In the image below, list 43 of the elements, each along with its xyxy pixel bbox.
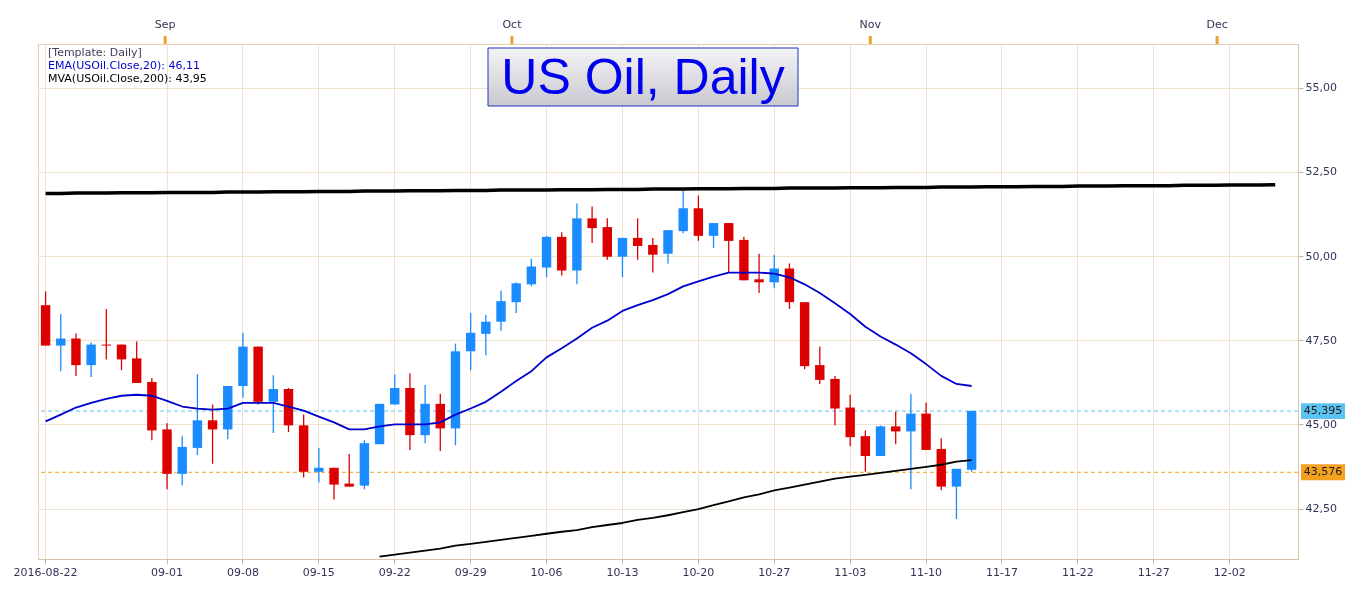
y-tick-label: 50,00 xyxy=(1305,249,1337,263)
candlestick xyxy=(481,314,491,357)
line-series xyxy=(378,459,973,558)
x-tick-label: 10-20 xyxy=(682,565,715,579)
x2-tick-label: Nov xyxy=(859,18,882,31)
x-tick-label: 09-15 xyxy=(302,565,335,579)
x-tick-label: 11-17 xyxy=(985,565,1018,579)
x-tick-label: 11-03 xyxy=(834,565,867,579)
x-tick-label: 09-22 xyxy=(378,565,411,579)
line-series xyxy=(43,182,1277,196)
y-tick-label: 52,50 xyxy=(1305,165,1337,179)
candlestick xyxy=(314,447,324,484)
x-tick-label: 10-06 xyxy=(530,565,563,579)
x-tick-label: 10-13 xyxy=(606,565,639,579)
x-tick-label: 09-29 xyxy=(454,565,487,579)
x2-tick-label: Oct xyxy=(502,18,523,31)
y-tick-label: 42,50 xyxy=(1305,502,1337,516)
candlestick xyxy=(344,453,354,488)
x-tick-label: 11-27 xyxy=(1137,565,1170,579)
ref-line-label: 43,576 xyxy=(1303,465,1343,479)
x2-tick-label: Sep xyxy=(154,18,176,31)
x-tick-label: 09-08 xyxy=(226,565,259,579)
candlestick xyxy=(374,403,385,445)
candlestick xyxy=(648,237,658,274)
candlestick xyxy=(815,345,825,385)
ref-line-label: 45,395 xyxy=(1303,404,1343,418)
text: MVA(USOil.Close,200): 43,95 xyxy=(48,72,207,85)
x-tick-label: 2016-08-22 xyxy=(13,565,78,579)
candlestick xyxy=(678,190,688,234)
x-tick-label: 11-10 xyxy=(910,565,943,579)
text: EMA(USOil.Close,20): 46,11 xyxy=(48,59,201,72)
y-tick-label: 47,50 xyxy=(1305,333,1337,347)
annotation: [Template: Daily] xyxy=(48,46,142,59)
x-tick-label: 10-27 xyxy=(758,565,791,579)
x-tick-label: 11-22 xyxy=(1061,565,1094,579)
candlestick xyxy=(511,281,521,314)
candlestick xyxy=(845,394,855,447)
x-tick-label: 12-02 xyxy=(1213,565,1246,579)
y-tick-label: 55,00 xyxy=(1305,81,1337,95)
chart-title: US Oil, Daily xyxy=(501,49,785,105)
x-tick-label: 09-01 xyxy=(151,565,184,579)
y-tick-label: 45,00 xyxy=(1305,417,1337,431)
x2-tick-label: Dec xyxy=(1206,18,1228,31)
